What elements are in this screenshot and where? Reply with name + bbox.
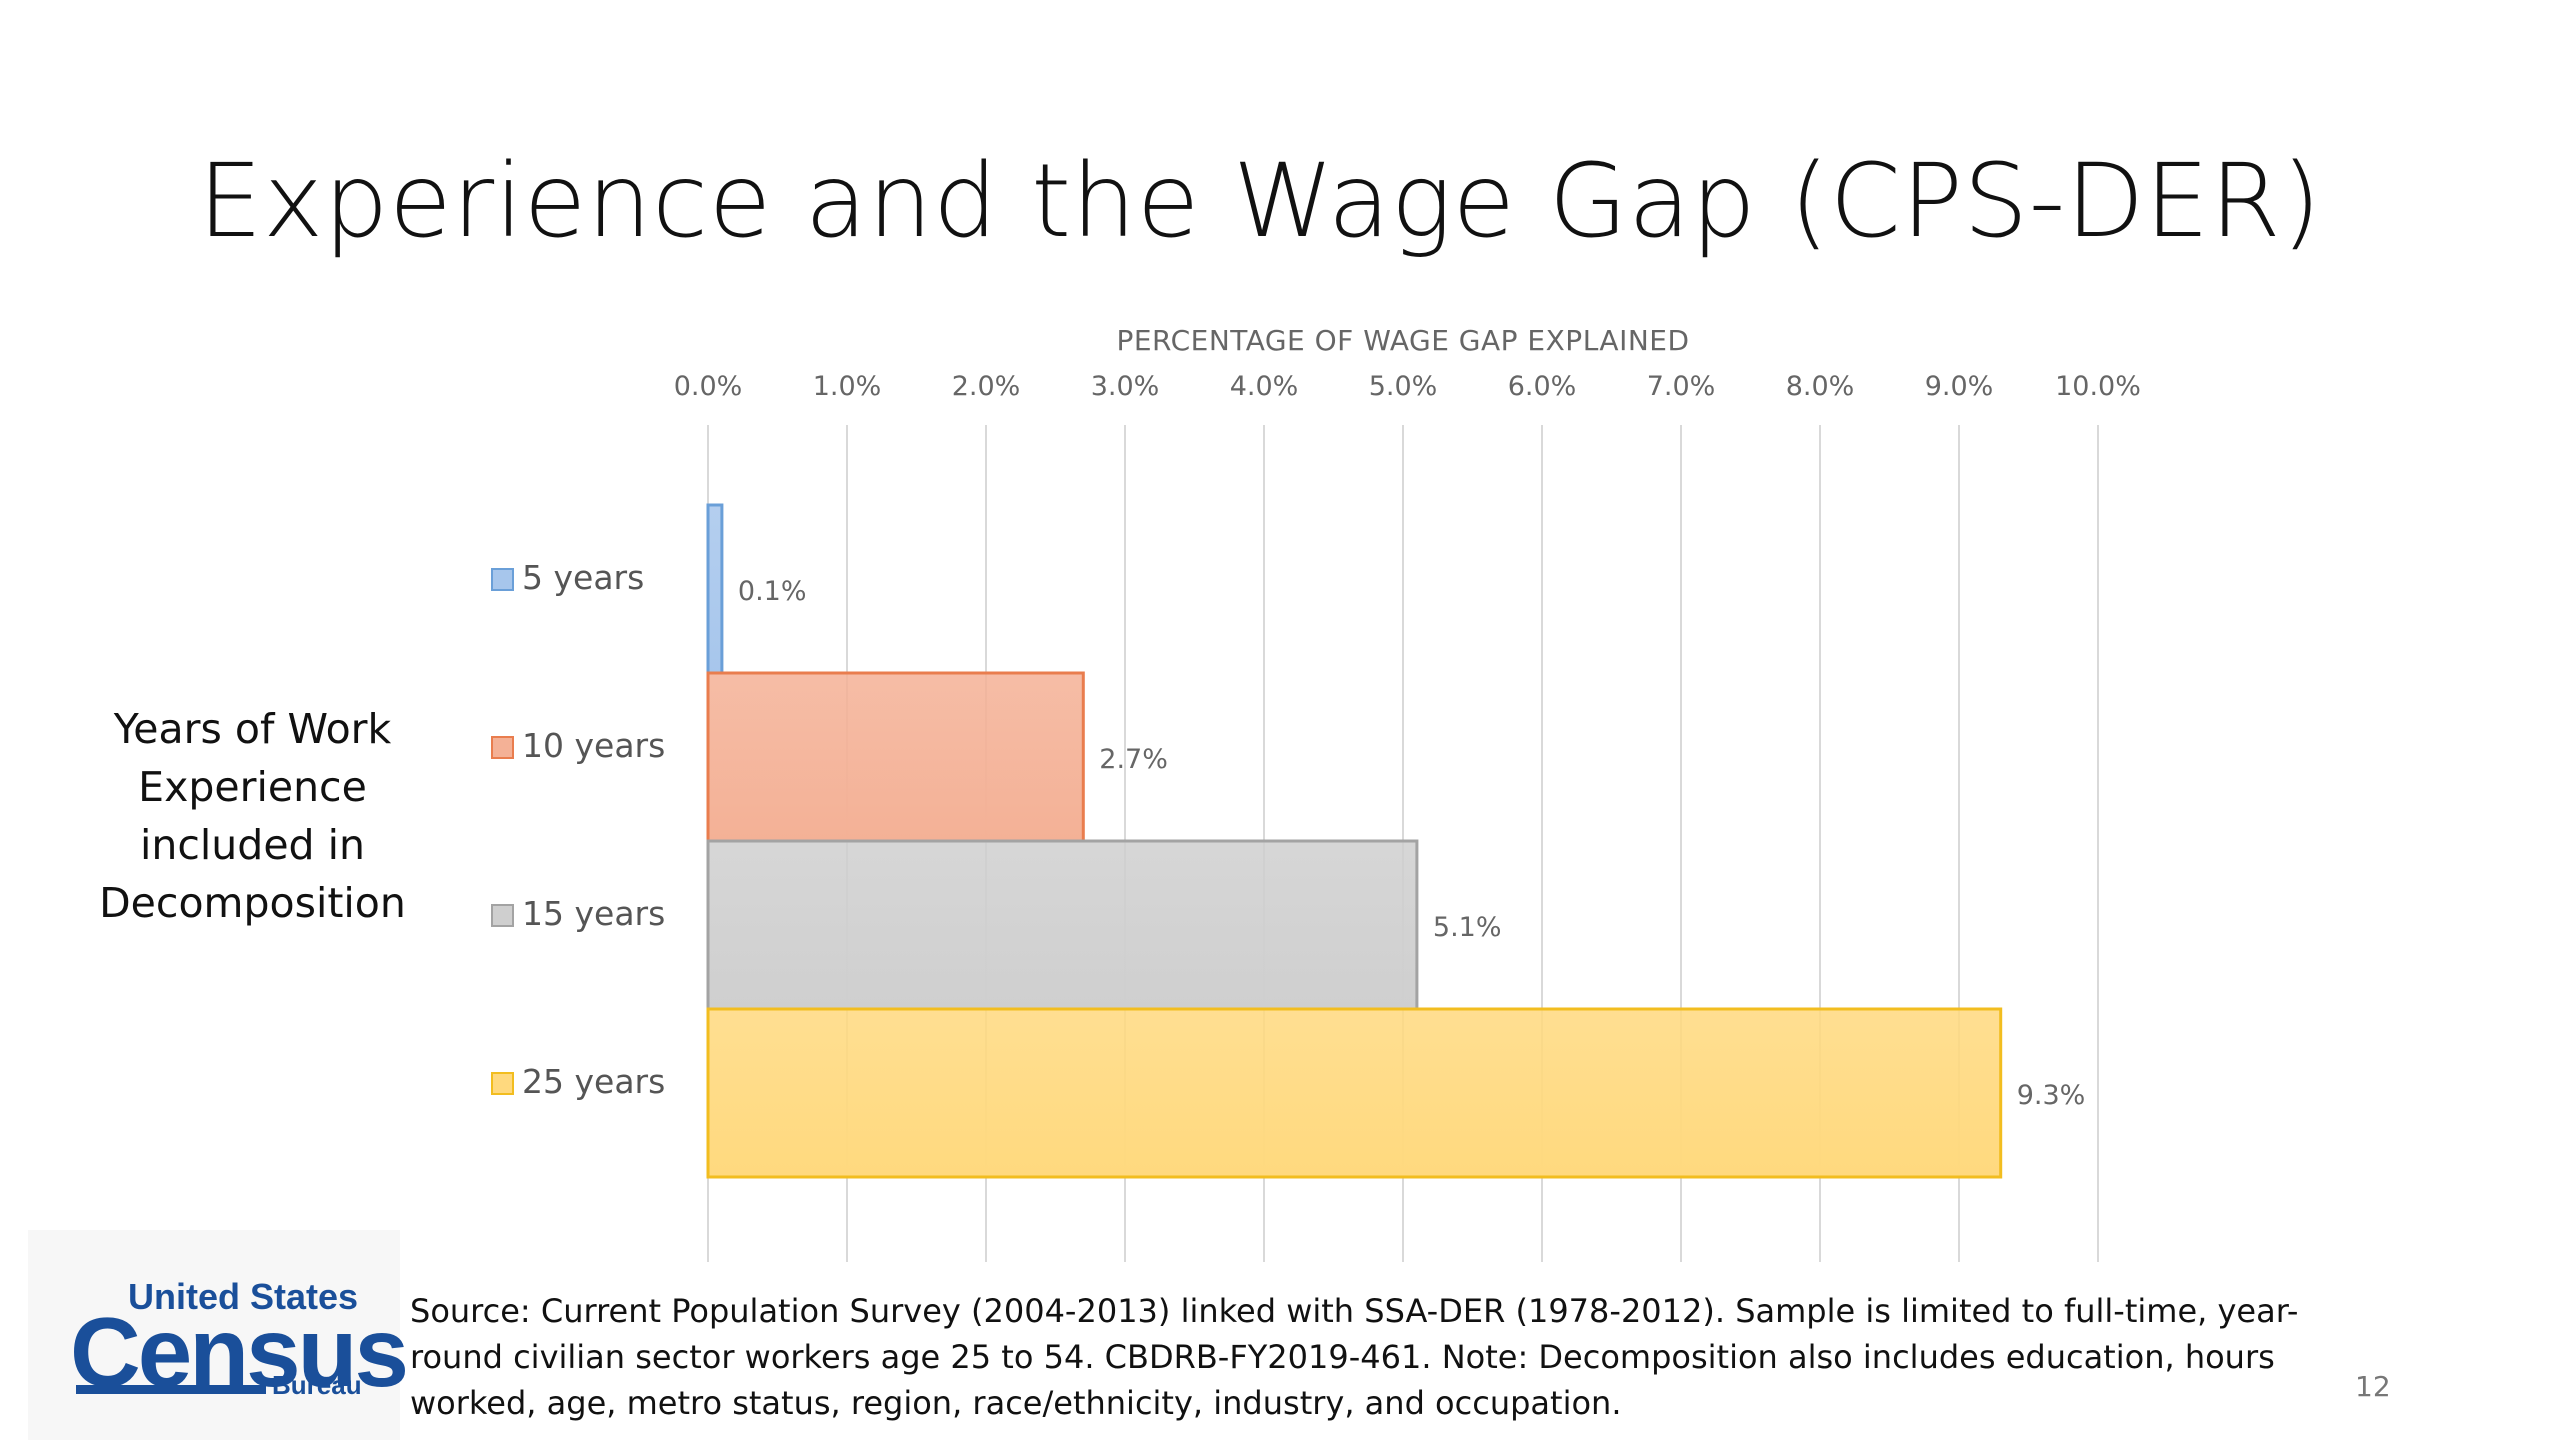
side-label-line: Decomposition xyxy=(99,879,406,927)
bar-5-years xyxy=(706,503,724,675)
data-label: 0.1% xyxy=(738,576,807,607)
x-tick-label: 8.0% xyxy=(1786,371,1855,402)
legend-label: 5 years xyxy=(522,558,644,597)
side-label-line: Experience xyxy=(138,763,367,811)
legend-label: 10 years xyxy=(522,726,665,765)
bar-15-years xyxy=(706,839,1419,1011)
data-label: 5.1% xyxy=(1433,912,1502,943)
side-axis-label: Years of Work Experience included in Dec… xyxy=(50,700,455,932)
bar-25-years xyxy=(706,1007,2003,1179)
bar-10-years xyxy=(706,671,1085,843)
legend-swatch xyxy=(491,904,514,927)
legend-label: 25 years xyxy=(522,1062,665,1101)
data-label: 2.7% xyxy=(1099,744,1168,775)
legend-swatch xyxy=(491,1072,514,1095)
side-label-line: Years of Work xyxy=(113,705,392,753)
logo-line1: United States xyxy=(128,1276,359,1317)
x-tick-label: 0.0% xyxy=(674,371,743,402)
x-tick-label: 3.0% xyxy=(1091,371,1160,402)
x-tick-label: 1.0% xyxy=(813,371,882,402)
census-logo: United States Census Bureau xyxy=(28,1230,409,1440)
x-tick-label: 6.0% xyxy=(1508,371,1577,402)
x-tick-label: 2.0% xyxy=(952,371,1021,402)
x-tick-label: 5.0% xyxy=(1369,371,1438,402)
logo-line3: Bureau xyxy=(272,1370,362,1400)
x-tick-label: 10.0% xyxy=(2055,371,2141,402)
x-tick-label: 9.0% xyxy=(1925,371,1994,402)
data-label: 9.3% xyxy=(2017,1080,2086,1111)
x-axis-title: PERCENTAGE OF WAGE GAP EXPLAINED xyxy=(1116,324,1689,357)
legend-label: 15 years xyxy=(522,894,665,933)
x-tick-label: 7.0% xyxy=(1647,371,1716,402)
side-label-line: included in xyxy=(140,821,365,869)
page-number: 12 xyxy=(2355,1370,2391,1403)
slide-title: Experience and the Wage Gap (CPS-DER) xyxy=(198,142,2322,261)
legend-swatch xyxy=(491,736,514,759)
x-tick-label: 4.0% xyxy=(1230,371,1299,402)
legend-swatch xyxy=(491,568,514,591)
source-note: Source: Current Population Survey (2004-… xyxy=(410,1292,2299,1422)
logo-underline xyxy=(76,1385,266,1394)
